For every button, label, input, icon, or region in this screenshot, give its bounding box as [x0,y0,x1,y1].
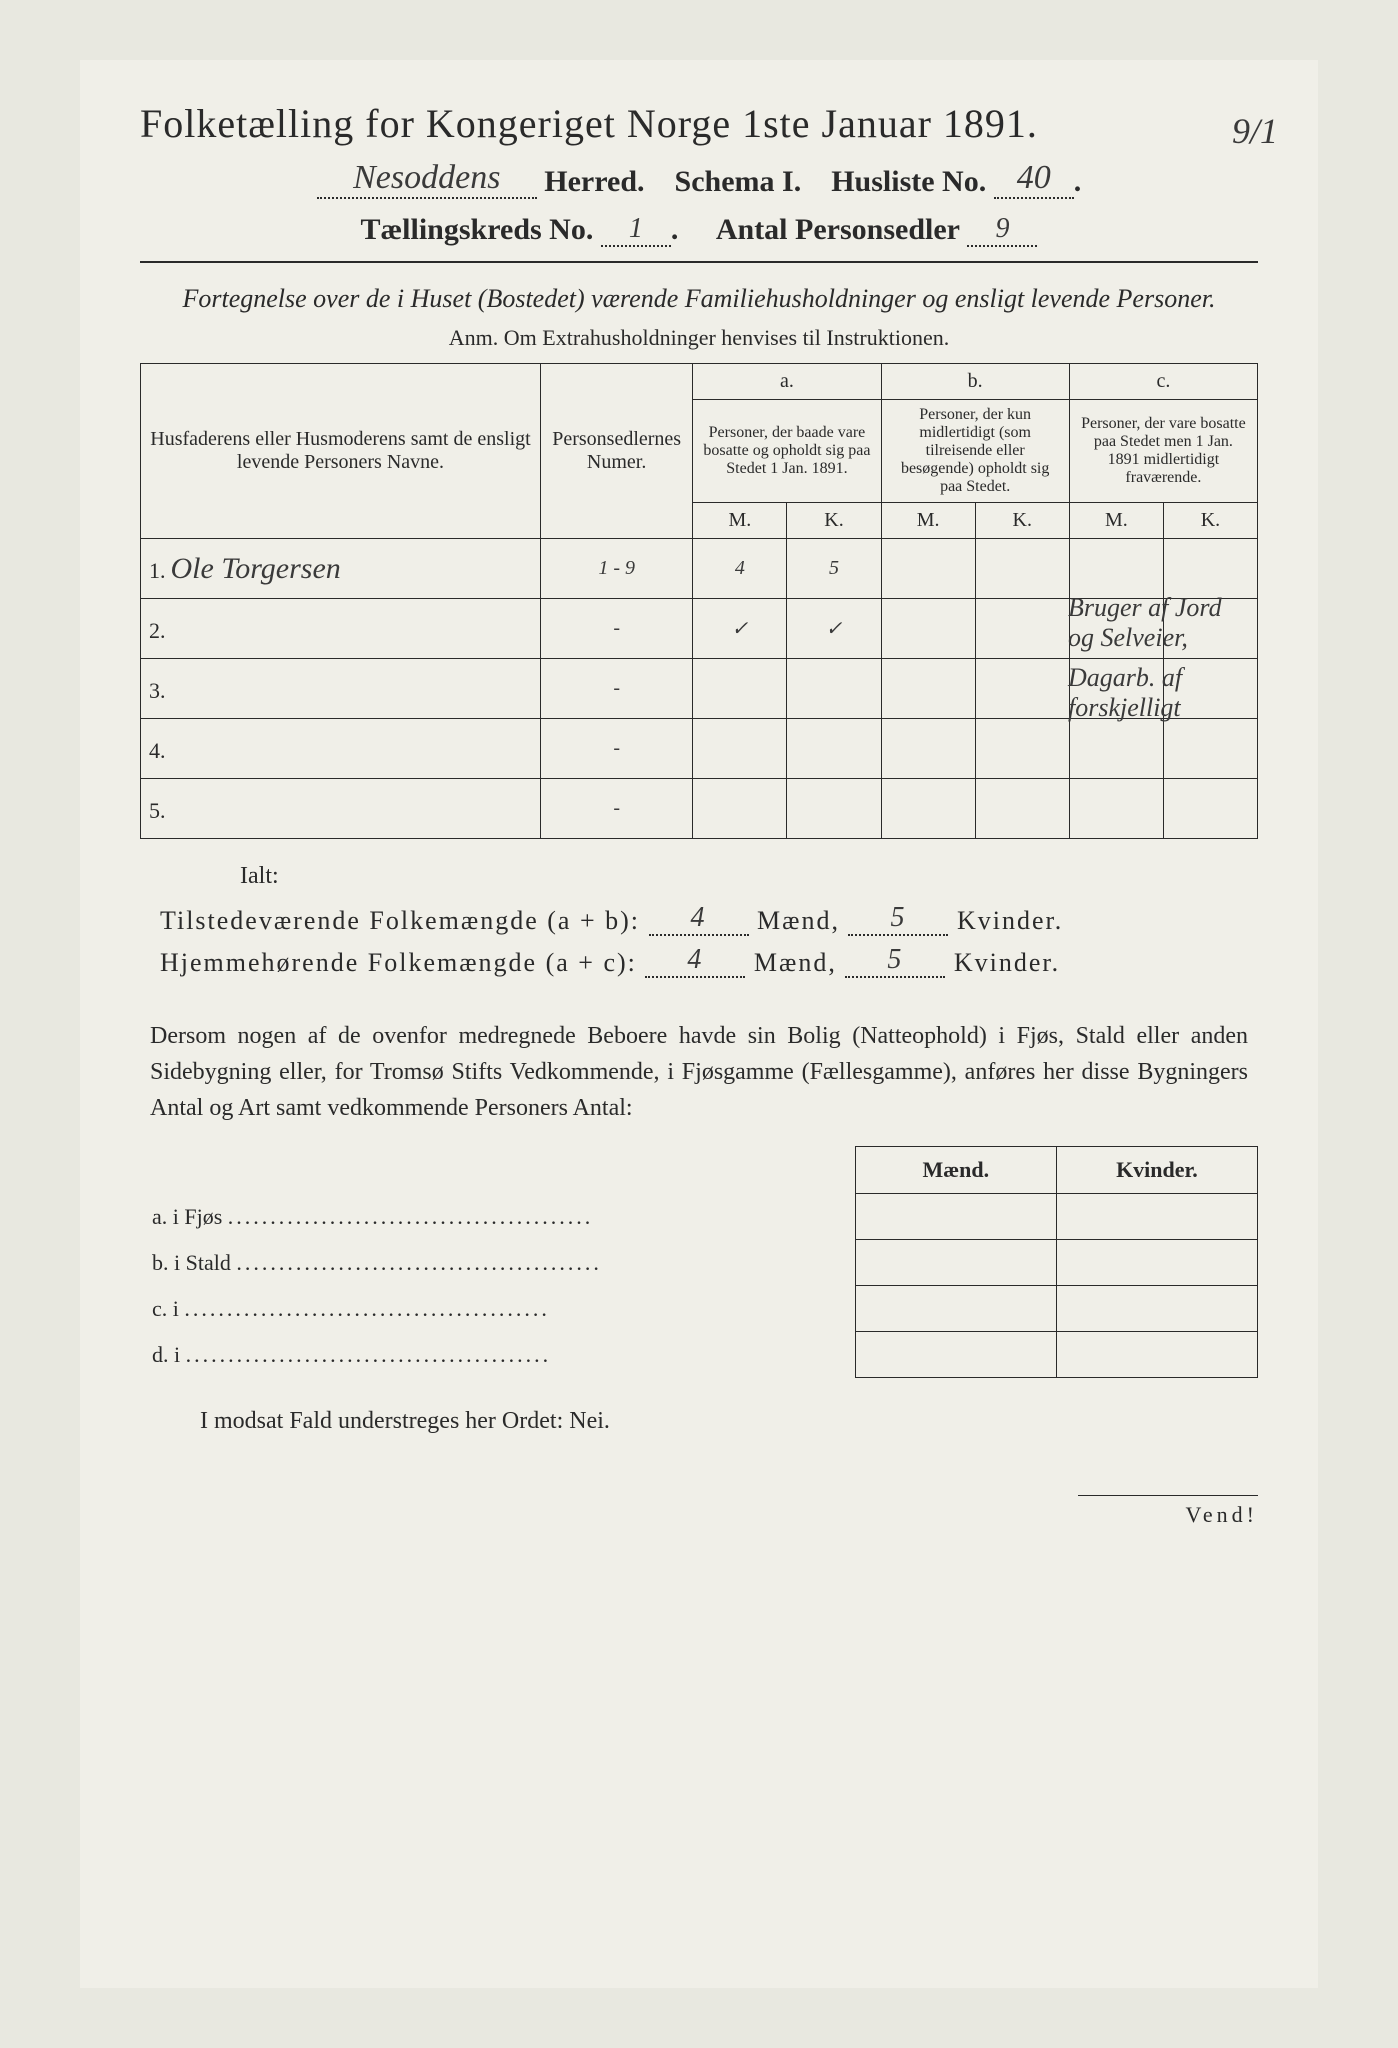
schema-label: Schema I. [675,165,802,198]
outbuilding-label: a. i Fjøs [140,1194,855,1240]
person-num: - [540,659,692,719]
kreds-label: Tællingskreds No. [361,213,594,246]
person-num: 1 - 9 [540,539,692,599]
outbuilding-row: d. i [140,1332,1258,1378]
cell-b-m [881,779,975,839]
outbuilding-k [1056,1240,1257,1286]
cell-a-m [693,779,787,839]
cell-a-m [693,719,787,779]
husliste-label: Husliste No. [831,165,986,198]
cell-b-k [975,779,1069,839]
outbuilding-label: c. i [140,1286,855,1332]
personsedler-value: 9 [967,213,1037,247]
document-title: Folketælling for Kongeriget Norge 1ste J… [140,100,1258,147]
sum2-k: 5 [845,944,945,978]
vend-label: Vend! [1078,1495,1258,1528]
a-k: K. [787,503,881,539]
cell-c-m [1069,539,1163,599]
cell-a-k [787,659,881,719]
anm-note: Anm. Om Extrahusholdninger henvises til … [140,325,1258,351]
table-row: 1. Ole Torgersen1 - 945 [141,539,1258,599]
cell-c-k [1163,539,1257,599]
outbuilding-k [1056,1286,1257,1332]
cell-b-k [975,539,1069,599]
outbuilding-m [855,1194,1056,1240]
personsedler-label: Antal Personsedler [716,213,960,246]
cell-b-m [881,599,975,659]
cell-c-m [1069,779,1163,839]
person-num: - [540,779,692,839]
outbuilding-row: a. i Fjøs [140,1194,1258,1240]
col-b-top: b. [881,364,1069,400]
b-k: K. [975,503,1069,539]
second-k-head: Kvinder. [1056,1147,1257,1194]
summary-present: Tilstedeværende Folkemængde (a + b): 4 M… [160,902,1258,936]
cell-a-k: 5 [787,539,881,599]
col-num-header: Personsedlernes Numer. [540,364,692,539]
outbuilding-k [1056,1332,1257,1378]
outbuilding-k [1056,1194,1257,1240]
cell-c-k [1163,719,1257,779]
outbuilding-m [855,1286,1056,1332]
col-c-top: c. [1069,364,1257,400]
nei-line: I modsat Fald understreges her Ordet: Ne… [200,1408,1258,1435]
c-m: M. [1069,503,1163,539]
ialt-label: Ialt: [240,863,1258,890]
sum1-k: 5 [848,902,948,936]
person-num: - [540,599,692,659]
cell-b-k [975,599,1069,659]
cell-a-k [787,779,881,839]
cell-a-m: 4 [693,539,787,599]
col-c-desc: Personer, der vare bosatte paa Stedet me… [1069,400,1257,503]
outbuilding-para: Dersom nogen af de ovenfor medregnede Be… [150,1018,1248,1126]
a-m: M. [693,503,787,539]
herred-value: Nesoddens [317,159,537,199]
sum2-m: 4 [645,944,745,978]
cell-a-k: ✓ [787,599,881,659]
outbuilding-label: d. i [140,1332,855,1378]
second-m-head: Mænd. [855,1147,1056,1194]
cell-b-m [881,719,975,779]
col-a-desc: Personer, der baade vare bosatte og opho… [693,400,881,503]
cell-c-k [1163,779,1257,839]
table-row: 5. - [141,779,1258,839]
cell-a-m [693,659,787,719]
cell-b-k [975,659,1069,719]
table-row: 4. - [141,719,1258,779]
col-a-top: a. [693,364,881,400]
cell-b-m [881,539,975,599]
summary-resident: Hjemmehørende Folkemængde (a + c): 4 Mæn… [160,944,1258,978]
cell-b-k [975,719,1069,779]
col-name-header: Husfaderens eller Husmoderens samt de en… [141,364,541,539]
person-num: - [540,719,692,779]
sum1-m: 4 [649,902,749,936]
cell-a-k [787,719,881,779]
margin-note-2: Dagarb. af forskjelligt [1068,663,1238,723]
c-k: K. [1163,503,1257,539]
cell-b-m [881,659,975,719]
col-b-desc: Personer, der kun midlertidigt (som tilr… [881,400,1069,503]
subtitle: Fortegnelse over de i Huset (Bostedet) v… [140,281,1258,317]
margin-note-1: Bruger af Jord og Selveier, [1068,593,1238,653]
herred-label: Herred. [544,165,644,198]
cell-a-m: ✓ [693,599,787,659]
outbuilding-table: Mænd. Kvinder. a. i Fjøs b. i Stald c. i… [140,1146,1258,1378]
person-name: Ole Torgersen [171,552,341,585]
corner-annotation: 9/1 [1232,110,1278,152]
b-m: M. [881,503,975,539]
outbuilding-row: c. i [140,1286,1258,1332]
outbuilding-m [855,1332,1056,1378]
kreds-value: 1 [601,213,671,247]
cell-c-m [1069,719,1163,779]
outbuilding-label: b. i Stald [140,1240,855,1286]
outbuilding-m [855,1240,1056,1286]
outbuilding-row: b. i Stald [140,1240,1258,1286]
husliste-value: 40 [994,159,1074,199]
